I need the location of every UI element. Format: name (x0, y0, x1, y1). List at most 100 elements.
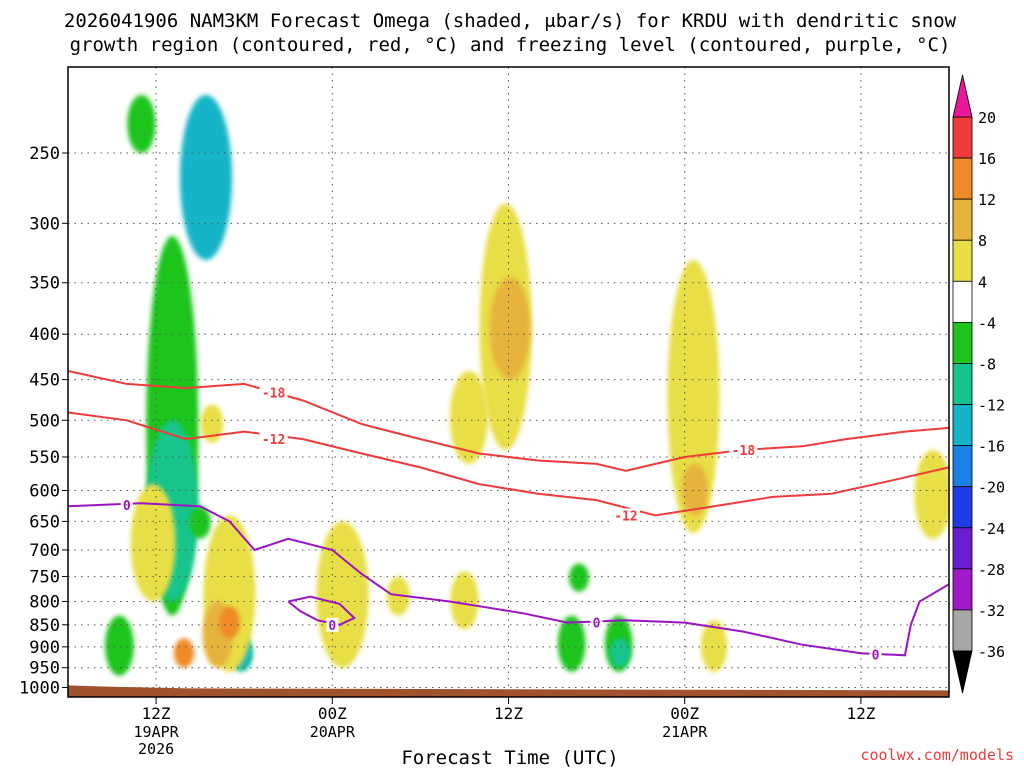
omega-region-12 (569, 563, 589, 592)
omega-region-23 (316, 521, 369, 668)
omega-region-22 (173, 638, 195, 668)
colorbar-label-0: 20 (978, 109, 996, 127)
omega-region-18 (700, 620, 728, 672)
omega-region-7 (104, 615, 134, 676)
colorbar-label-3: 8 (978, 232, 987, 250)
terrain-fill (68, 685, 949, 697)
omega-region-28 (200, 404, 224, 443)
colorbar-label-9: -20 (978, 479, 1005, 497)
omega-region-27 (914, 449, 949, 539)
credit-text: coolwx.com/models (860, 746, 1014, 764)
contour-label-3: -12 (614, 509, 637, 524)
colorbar-label-1: 16 (978, 150, 996, 168)
contour-layer: -18 -12 -18 -12 0 0 0 0 (68, 370, 949, 663)
colorbar-band-11 (952, 568, 973, 611)
omega-region-26 (450, 571, 479, 630)
freezing-level-loop (287, 595, 357, 626)
x-tick-label-0: 12Z (142, 704, 171, 723)
colorbar-label-5: -4 (978, 314, 996, 332)
colorbar-label-11: -28 (978, 561, 1005, 579)
y-tick-label-700: 700 (29, 541, 60, 561)
colorbar-band-5 (952, 321, 973, 364)
colorbar-label-12: -32 (978, 602, 1005, 620)
contour-label-2: -18 (732, 444, 756, 459)
x-axis-label: Forecast Time (UTC) (401, 747, 618, 768)
y-tick-label-900: 900 (29, 638, 60, 658)
contour-label-4: 0 (123, 499, 131, 514)
chart-title-line2: growth region (contoured, red, °C) and f… (70, 34, 951, 56)
colorbar-label-10: -24 (978, 520, 1005, 538)
omega-region-11 (609, 638, 631, 668)
y-tick-label-950: 950 (29, 659, 60, 679)
chart-title-line1: 2026041906 NAM3KM Forecast Omega (shaded… (64, 10, 957, 32)
freezing-level-contour (68, 502, 949, 657)
omega-region-9 (557, 615, 586, 672)
contour-label-bg-7 (869, 647, 882, 662)
colorbar-band-2 (952, 198, 973, 241)
colorbar-band-9 (952, 486, 973, 529)
y-tick-label-550: 550 (29, 448, 60, 468)
contour-label-6: 0 (593, 617, 601, 632)
colorbar-band-8 (952, 445, 973, 488)
colorbar-label-7: -12 (978, 397, 1005, 415)
y-tick-label-250: 250 (29, 144, 60, 164)
x-tick-label-2: 12Z (494, 704, 523, 723)
y-tick-label-850: 850 (29, 616, 60, 636)
contour-label-1: -12 (262, 433, 285, 448)
colorbar-band-12 (952, 609, 973, 652)
x-tick-label-3: 00Z (670, 704, 699, 723)
x-tick-date-0: 19APR (134, 723, 180, 741)
terrain-layer (68, 685, 949, 697)
x-tick-date-1: 20APR (310, 723, 356, 741)
contour-label-0: -18 (262, 386, 286, 401)
x-tick-label-4: 12Z (846, 704, 875, 723)
y-tick-label-300: 300 (29, 214, 60, 234)
colorbar-band-10 (952, 527, 973, 570)
contour-label-bg-0 (259, 385, 288, 400)
x-tick-date-3: 21APR (662, 723, 708, 741)
contour-label-bg-3 (611, 508, 640, 523)
colorbar-label-6: -8 (978, 355, 996, 373)
dgz-minus18-contour (68, 370, 949, 472)
colorbar-band-6 (952, 363, 973, 405)
colorbar-label-8: -16 (978, 438, 1005, 456)
colorbar-band-0 (952, 116, 973, 159)
contour-label-bg-1 (259, 432, 288, 447)
contour-label-bg-2 (729, 442, 758, 457)
contour-label-bg-6 (590, 615, 603, 630)
colorbar-band-4 (952, 280, 973, 323)
omega-region-17 (681, 463, 709, 516)
colorbar-label-13: -36 (978, 643, 1005, 661)
y-tick-label-500: 500 (29, 411, 60, 431)
y-tick-label-400: 400 (29, 325, 60, 345)
y-tick-label-1000: 1000 (19, 678, 60, 698)
colorbar-over-arrow (952, 74, 973, 118)
omega-region-1 (186, 137, 226, 236)
dgz-minus12-contour (68, 411, 949, 517)
x-tick-year-0: 2026 (138, 740, 174, 758)
y-tick-label-350: 350 (29, 274, 60, 294)
y-tick-label-450: 450 (29, 371, 60, 391)
y-tick-label-750: 750 (29, 568, 60, 588)
omega-region-8 (189, 506, 211, 539)
y-tick-label-800: 800 (29, 592, 60, 612)
omega-region-21 (219, 606, 240, 639)
colorbar-label-4: 4 (978, 273, 987, 291)
contour-label-5: 0 (328, 619, 336, 634)
y-tick-label-600: 600 (29, 482, 60, 502)
omega-region-14 (489, 277, 531, 380)
y-tick-label-650: 650 (29, 512, 60, 532)
x-tick-label-1: 00Z (318, 704, 347, 723)
grid-lines (68, 67, 949, 697)
omega-shading (104, 94, 949, 676)
omega-region-24 (130, 484, 176, 602)
omega-region-16 (667, 260, 720, 534)
y-axis: 2503003504004505005506006507007508008509… (19, 144, 68, 698)
colorbar: 20 16 12 8 4 -4 -8 -12 -16 -20 -24 -28 -32 -36 (952, 74, 1005, 694)
omega-region-2 (127, 94, 156, 154)
colorbar-band-7 (952, 404, 973, 447)
colorbar-band-3 (952, 239, 973, 282)
